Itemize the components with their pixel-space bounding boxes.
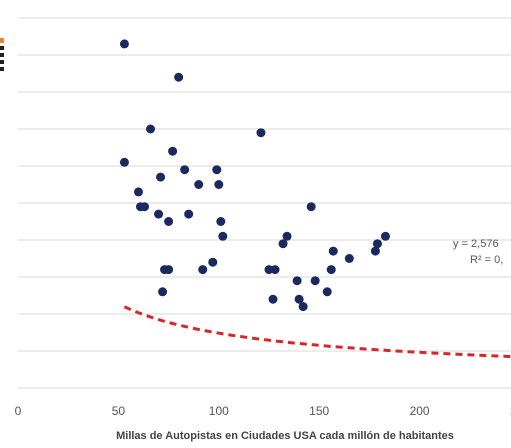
data-point: [168, 146, 178, 156]
data-point: [212, 165, 222, 175]
legend-swatch-orange: [0, 38, 4, 43]
data-point: [164, 217, 174, 226]
data-point: [174, 72, 184, 82]
data-point: [184, 209, 194, 219]
x-tick-label: 100: [209, 404, 229, 418]
x-axis-title: Millas de Autopistas en Ciudades USA cad…: [116, 430, 454, 442]
data-point: [344, 254, 354, 263]
data-point: [256, 128, 266, 138]
data-point: [328, 246, 338, 256]
data-point: [140, 202, 150, 212]
data-point: [154, 209, 164, 219]
legend-swatch-dark: [0, 53, 4, 57]
data-point: [164, 265, 174, 275]
data-point: [298, 302, 308, 312]
data-point: [380, 231, 390, 241]
data-point: [294, 294, 304, 304]
data-point: [194, 180, 204, 189]
legend-swatch-dark: [0, 60, 4, 64]
data-point: [310, 276, 320, 286]
x-tick-label: 250: [510, 404, 511, 418]
data-point: [156, 172, 166, 182]
trendline-equation: y = 2,576: [453, 238, 499, 250]
data-point: [270, 265, 280, 275]
data-point: [370, 246, 380, 256]
data-point: [216, 217, 226, 226]
data-point: [208, 257, 218, 267]
trendline-r-squared: R² = 0,: [470, 254, 503, 266]
data-point: [268, 294, 278, 304]
x-tick-label: 150: [309, 404, 329, 418]
x-tick-labels: 0 50 100 150 200 250: [15, 404, 511, 418]
x-tick-label: 200: [410, 404, 430, 418]
data-point: [180, 165, 190, 175]
data-point: [119, 39, 129, 49]
x-tick-label: 0: [15, 404, 22, 418]
data-point: [322, 287, 332, 297]
data-point: [282, 231, 292, 241]
data-points: [119, 39, 390, 312]
data-point: [218, 231, 228, 241]
data-point: [306, 202, 316, 212]
data-point: [119, 157, 129, 167]
data-point: [292, 276, 302, 286]
data-point: [278, 239, 288, 249]
data-point: [326, 265, 336, 275]
data-point: [146, 124, 156, 134]
data-point: [198, 265, 208, 275]
legend-swatch-dark: [0, 67, 4, 71]
data-point: [372, 239, 382, 249]
gridlines: [18, 17, 511, 389]
data-point: [133, 187, 143, 197]
data-point: [214, 180, 224, 189]
data-point: [158, 287, 168, 297]
legend-swatch-dark: [0, 46, 4, 50]
x-tick-label: 50: [112, 404, 126, 418]
